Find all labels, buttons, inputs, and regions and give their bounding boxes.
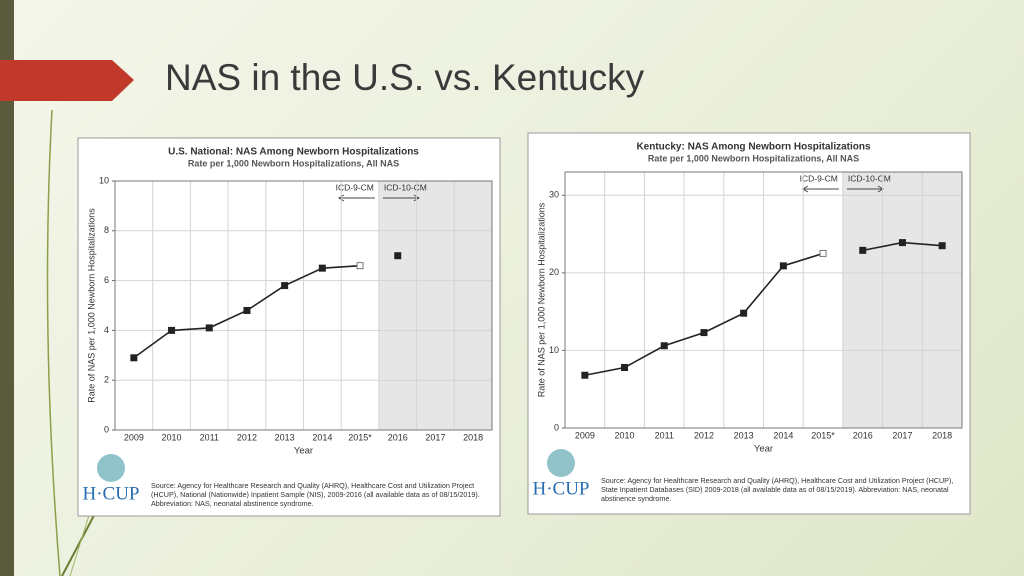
- chart-panel: U.S. National: NAS Among Newborn Hospita…: [77, 137, 501, 517]
- x-tick-label: 2017: [892, 430, 912, 440]
- x-tick-label: 2009: [124, 432, 144, 442]
- series-label: ICD-10-CM: [848, 173, 891, 183]
- x-tick-label: 2015*: [348, 432, 372, 442]
- y-tick-label: 30: [549, 190, 559, 200]
- x-tick-label: 2014: [312, 432, 332, 442]
- x-tick-label: 2018: [463, 432, 483, 442]
- x-tick-label: 2017: [425, 432, 445, 442]
- y-tick-label: 0: [554, 422, 559, 432]
- data-point: [779, 262, 787, 270]
- y-tick-label: 4: [104, 325, 109, 335]
- x-tick-label: 2016: [853, 430, 873, 440]
- series-arrow: [382, 194, 420, 202]
- x-axis-label: Year: [294, 446, 313, 457]
- y-tick-label: 6: [104, 275, 109, 285]
- x-tick-label: 2010: [615, 430, 635, 440]
- data-point: [660, 342, 668, 350]
- x-tick-label: 2012: [694, 430, 714, 440]
- data-point: [394, 252, 402, 260]
- y-axis-label: Rate of NAS per 1,000 Newborn Hospitaliz…: [536, 202, 546, 397]
- logo-icon: [547, 449, 575, 477]
- data-point: [819, 249, 827, 257]
- logo-icon: [97, 454, 125, 482]
- x-tick-label: 2013: [734, 430, 754, 440]
- x-tick-label: 2013: [275, 432, 295, 442]
- logo-text: H·CUP: [82, 483, 139, 504]
- logo-text: H·CUP: [532, 478, 589, 499]
- x-axis-label: Year: [754, 444, 773, 455]
- x-tick-label: 2015*: [811, 430, 835, 440]
- chart-title: Kentucky: NAS Among Newborn Hospitalizat…: [636, 142, 871, 153]
- x-tick-label: 2010: [162, 432, 182, 442]
- data-point: [700, 329, 708, 337]
- decor-line: [46, 109, 61, 576]
- plot-border: [564, 171, 963, 429]
- data-point: [938, 242, 946, 250]
- data-point: [740, 309, 748, 317]
- x-tick-label: 2012: [237, 432, 257, 442]
- x-tick-label: 2011: [655, 430, 674, 440]
- data-point: [243, 306, 251, 314]
- y-tick-label: 8: [104, 225, 109, 235]
- plot-border: [114, 180, 493, 431]
- y-tick-label: 10: [549, 345, 559, 355]
- data-point: [205, 324, 213, 332]
- data-point: [581, 371, 589, 379]
- x-tick-label: 2014: [773, 430, 793, 440]
- x-tick-label: 2011: [200, 432, 219, 442]
- source-note: Source: Agency for Healthcare Research a…: [151, 481, 480, 508]
- chart-title: U.S. National: NAS Among Newborn Hospita…: [168, 147, 419, 158]
- y-tick-label: 20: [549, 267, 559, 277]
- slide-title: NAS in the U.S. vs. Kentucky: [165, 57, 645, 98]
- shaded-region: [842, 172, 962, 428]
- x-tick-label: 2018: [932, 430, 952, 440]
- chart-subtitle: Rate per 1,000 Newborn Hospitalizations,…: [648, 153, 859, 163]
- series-label: ICD-9-CM: [336, 182, 374, 192]
- chart-panel: Kentucky: NAS Among Newborn Hospitalizat…: [527, 132, 971, 515]
- data-point: [859, 246, 867, 254]
- x-tick-label: 2016: [388, 432, 408, 442]
- data-point: [130, 354, 138, 362]
- data-point: [318, 264, 326, 272]
- data-point: [621, 363, 629, 371]
- left-bar: [0, 0, 14, 576]
- data-point: [898, 239, 906, 247]
- source-note: Source: Agency for Healthcare Research a…: [601, 476, 954, 503]
- series-arrow: [337, 194, 375, 202]
- y-tick-label: 0: [104, 424, 109, 434]
- shaded-region: [378, 181, 492, 430]
- data-point: [356, 262, 364, 270]
- series-label: ICD-9-CM: [800, 173, 838, 183]
- chart-subtitle: Rate per 1,000 Newborn Hospitalizations,…: [188, 158, 399, 168]
- x-tick-label: 2009: [575, 430, 595, 440]
- y-tick-label: 2: [104, 375, 109, 385]
- title-arrow: [0, 60, 134, 101]
- data-point: [168, 326, 176, 334]
- data-point: [281, 282, 289, 290]
- y-tick-label: 10: [99, 175, 109, 185]
- y-axis-label: Rate of NAS per 1,000 Newborn Hospitaliz…: [86, 208, 96, 403]
- series-label: ICD-10-CM: [384, 182, 427, 192]
